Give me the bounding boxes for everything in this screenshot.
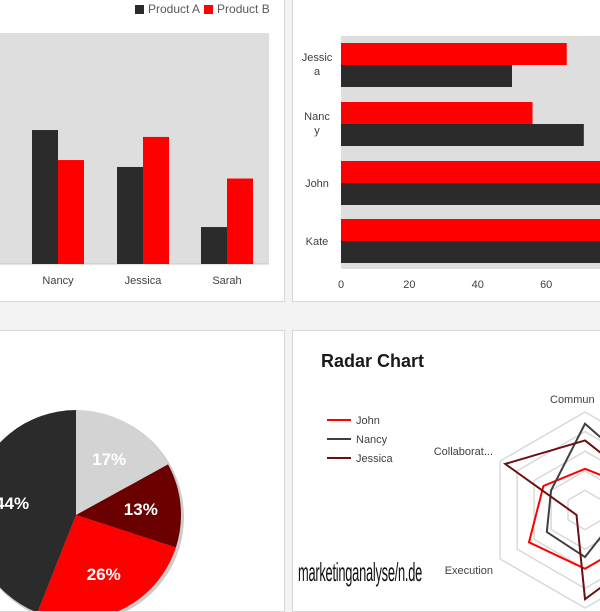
pie-slice	[76, 410, 169, 515]
legend-label: John	[356, 415, 380, 427]
bar-nancy-red	[341, 102, 533, 124]
pie-data-label: 44%	[0, 494, 29, 513]
y-tick-label: John	[305, 178, 329, 190]
bar-sarah-b	[227, 178, 253, 264]
pie-chart-panel: 17% 13% 26% 44%	[0, 330, 285, 612]
column-legend: Product A Product B	[135, 2, 270, 16]
watermark: marketinganalyse/n.de	[298, 557, 423, 587]
radar-chart: Commun Execution Collaborat... John Nancy Jes…	[327, 394, 600, 609]
legend-label: Nancy	[356, 434, 388, 446]
radar-gridline	[567, 489, 600, 531]
pie-data-label: 13%	[124, 500, 158, 519]
bar-nancy-b	[58, 160, 84, 264]
radar-axis-label: Commun	[550, 394, 595, 406]
pie-data-label: 17%	[92, 450, 126, 469]
radar-series-jessica	[502, 439, 600, 602]
x-tick-label: Nancy	[42, 275, 74, 287]
bar-kate-red	[341, 219, 600, 241]
bar-jessica-b	[143, 136, 169, 264]
x-tick-label: Sarah	[212, 275, 241, 287]
bar-nancy-a	[32, 130, 58, 264]
bar-kate-black	[341, 241, 600, 263]
pie-data-label: 26%	[87, 565, 121, 584]
legend-swatch-b	[204, 4, 214, 14]
x-tick-label: Jessica	[125, 275, 163, 287]
bar-jessica-black	[341, 65, 512, 87]
column-chart: Nancy Jessica Sarah	[0, 33, 269, 287]
y-tick-label: Jessic a	[302, 52, 333, 78]
column-chart-panel: Product A Product B Nancy Jessica Sarah	[0, 0, 285, 302]
radar-axis-label: Execution	[445, 565, 493, 577]
radar-series-nancy	[545, 422, 600, 559]
y-tick-label: Nanc y	[304, 111, 330, 137]
x-tick-label: 0	[338, 279, 344, 291]
bar-chart-panel: Kate John Nanc y Jessic a 0 20 40 60	[292, 0, 600, 302]
x-tick-label: 60	[540, 279, 552, 291]
legend-product-b: Product B	[217, 2, 270, 16]
x-tick-label: 40	[472, 279, 484, 291]
y-tick-label: Kate	[306, 236, 329, 248]
legend-product-a: Product A	[148, 2, 201, 16]
pie-slice	[0, 410, 76, 611]
bar-chart: Kate John Nanc y Jessic a 0 20 40 60	[302, 36, 600, 291]
legend-swatch-a	[135, 4, 144, 14]
bar-jessica-a	[117, 166, 143, 264]
radar-gridline	[550, 469, 600, 551]
pie-chart: 17% 13% 26% 44%	[0, 410, 184, 611]
radar-axis-label: Collaborat...	[434, 446, 493, 458]
radar-gridline	[516, 430, 600, 590]
pie-slice	[37, 515, 176, 611]
bar-sarah-a	[201, 227, 227, 264]
radar-series-john	[527, 467, 600, 570]
bar-jessica-red	[341, 43, 567, 65]
legend-label: Jessica	[356, 453, 394, 465]
radar-chart-panel: Radar Chart Commun Execution Collaborat...…	[292, 330, 600, 612]
pie-slice	[76, 464, 182, 548]
radar-title: Radar Chart	[321, 351, 425, 371]
bar-nancy-black	[341, 124, 584, 146]
bar-john-red	[341, 161, 600, 183]
x-tick-label: 20	[403, 279, 415, 291]
bar-john-black	[341, 183, 600, 205]
